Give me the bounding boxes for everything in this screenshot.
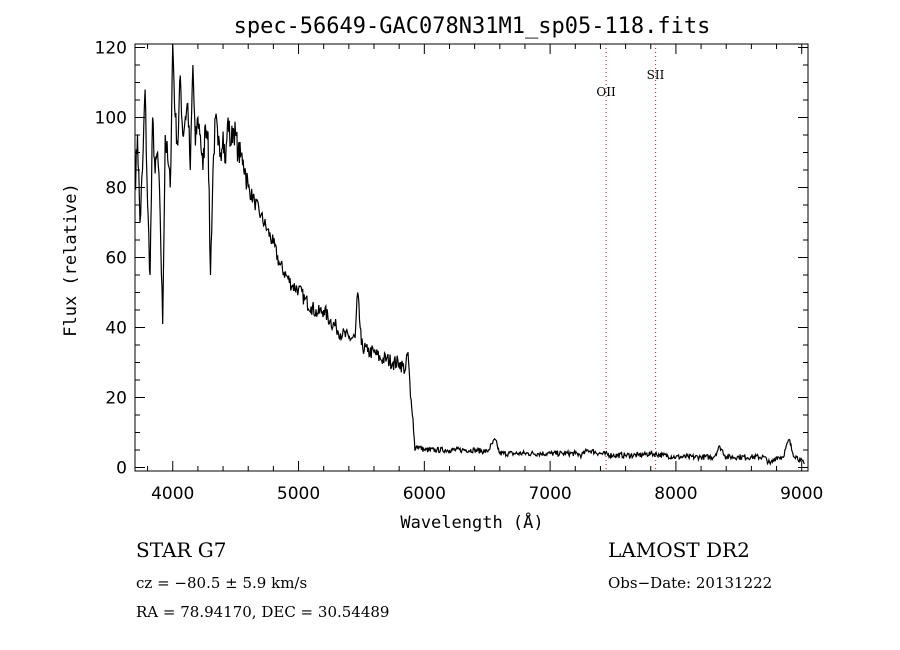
emission-line-label: OII [596, 85, 616, 99]
coordinates-label: RA = 78.94170, DEC = 30.54489 [136, 603, 390, 621]
emission-line-label: SII [647, 68, 665, 82]
plot-axes: 4000 5000 6000 7000 8000 9000 0 20 40 60 80 100 120 [95, 39, 824, 505]
x-tick-label: 6000 [403, 484, 446, 504]
x-tick-label: 9000 [780, 484, 823, 504]
y-tick-label: 100 [95, 109, 127, 129]
y-tick-label: 120 [95, 39, 127, 59]
obs-date-label: Obs−Date: 20131222 [608, 574, 773, 592]
y-tick-label: 40 [105, 319, 127, 339]
x-tick-label: 7000 [528, 484, 571, 504]
redshift-label: cz = −80.5 ± 5.9 km/s [136, 574, 308, 592]
chart-title: spec-56649-GAC078N31M1_sp05-118.fits [234, 14, 711, 39]
y-axis-label: Flux (relative) [61, 183, 81, 337]
x-axis-label: Wavelength (Å) [400, 511, 543, 533]
survey-label: LAMOST DR2 [608, 538, 750, 562]
object-class-label: STAR G7 [136, 538, 227, 562]
y-tick-label: 80 [105, 179, 127, 199]
spectrum-series-line [134, 43, 805, 466]
y-tick-label: 60 [105, 249, 127, 269]
x-tick-label: 5000 [277, 484, 320, 504]
x-tick-label: 4000 [151, 484, 194, 504]
emission-line-markers: OII SII [596, 44, 665, 471]
plot-frame [134, 43, 809, 472]
x-tick-label: 8000 [654, 484, 697, 504]
y-tick-label: 20 [105, 389, 127, 409]
y-tick-label: 0 [116, 459, 127, 479]
